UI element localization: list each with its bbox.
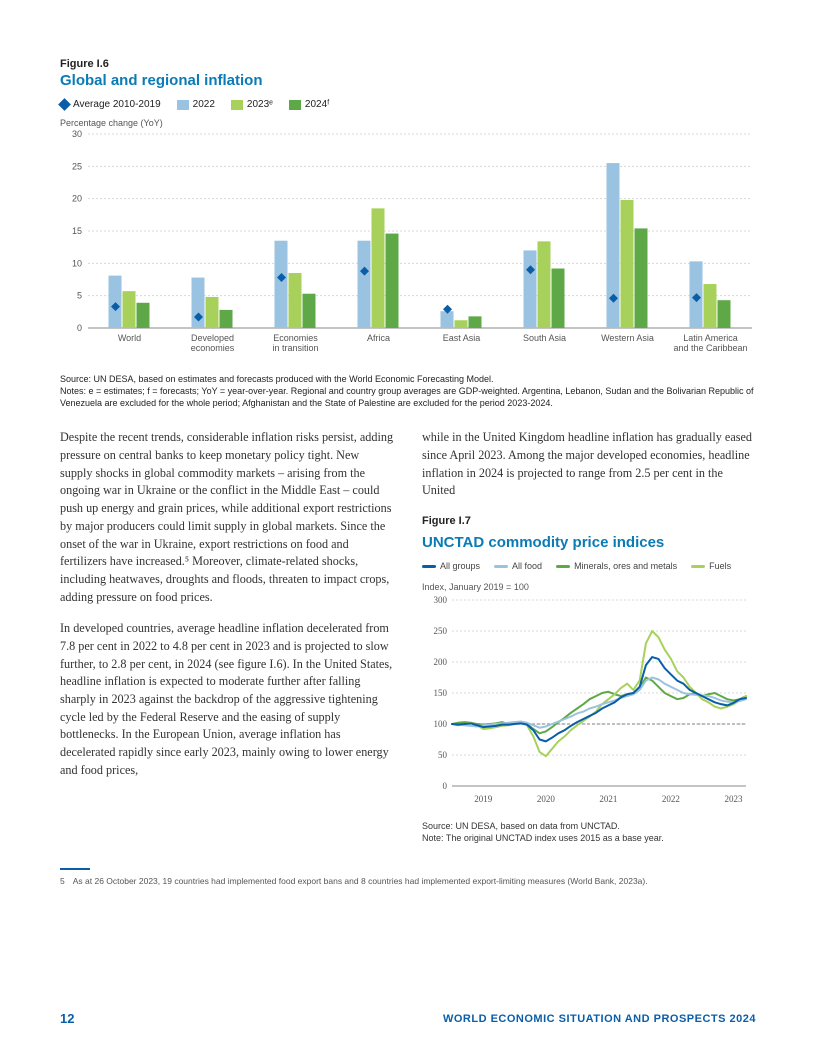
figure-7-note-text: Note: The original UNCTAD index uses 201… xyxy=(422,832,756,844)
page-number: 12 xyxy=(60,1011,74,1026)
svg-text:2023: 2023 xyxy=(724,794,743,804)
figure-6-source-text: Source: UN DESA, based on estimates and … xyxy=(60,374,494,384)
svg-text:2021: 2021 xyxy=(599,794,617,804)
legend-avg: Average 2010-2019 xyxy=(60,99,161,110)
svg-text:15: 15 xyxy=(72,226,82,236)
line-swatch-fuels xyxy=(691,565,705,568)
svg-text:0: 0 xyxy=(443,781,448,791)
right-column: while in the United Kingdom headline inf… xyxy=(422,429,756,844)
figure-6: Figure I.6 Global and regional inflation… xyxy=(60,58,756,409)
legend-minerals-label: Minerals, ores and metals xyxy=(574,560,677,573)
left-column: Despite the recent trends, considerable … xyxy=(60,429,394,844)
figure-6-chart: 0 5 10 15 20 25 30 World Developedeconomies Econo… xyxy=(60,130,756,360)
legend-2024-label: 2024ᶠ xyxy=(305,99,330,110)
footnote-rule xyxy=(60,868,90,870)
svg-text:25: 25 xyxy=(72,161,82,171)
figure-7-legend: All groups All food Minerals, ores and m… xyxy=(422,560,756,573)
svg-text:economies: economies xyxy=(191,343,235,353)
legend-2023-label: 2023ᵉ xyxy=(247,99,273,110)
svg-text:in transition: in transition xyxy=(272,343,318,353)
figure-7-chart: 0 50 100 150 200 250 300 2019 2020 2021 2022 2023 xyxy=(422,596,752,806)
legend-2022: 2022 xyxy=(177,99,215,110)
legend-all-groups-label: All groups xyxy=(440,560,480,573)
svg-text:150: 150 xyxy=(434,688,448,698)
svg-text:200: 200 xyxy=(434,657,448,667)
svg-text:Western Asia: Western Asia xyxy=(601,333,654,343)
svg-text:10: 10 xyxy=(72,258,82,268)
line-swatch-all-food xyxy=(494,565,508,568)
diamond-icon xyxy=(58,98,71,111)
svg-text:South Asia: South Asia xyxy=(523,333,566,343)
svg-text:and the Caribbean: and the Caribbean xyxy=(673,343,747,353)
figure-6-title: Global and regional inflation xyxy=(60,72,756,89)
legend-2022-label: 2022 xyxy=(193,99,215,110)
legend-2024: 2024ᶠ xyxy=(289,99,330,110)
legend-all-food: All food xyxy=(494,560,542,573)
svg-text:East Asia: East Asia xyxy=(443,333,481,343)
svg-text:Developed: Developed xyxy=(191,333,234,343)
figure-6-source: Source: UN DESA, based on estimates and … xyxy=(60,373,756,409)
para-1: Despite the recent trends, considerable … xyxy=(60,429,394,606)
svg-text:2022: 2022 xyxy=(662,794,680,804)
figure-7-label: Figure I.7 xyxy=(422,514,756,530)
body-columns: Despite the recent trends, considerable … xyxy=(60,429,756,844)
legend-2023: 2023ᵉ xyxy=(231,99,273,110)
para-3: while in the United Kingdom headline inf… xyxy=(422,429,756,500)
svg-text:2019: 2019 xyxy=(474,794,493,804)
svg-text:Latin America: Latin America xyxy=(683,333,738,343)
footnote-text: As at 26 October 2023, 19 countries had … xyxy=(73,876,648,886)
swatch-2022 xyxy=(177,100,189,110)
svg-text:50: 50 xyxy=(438,750,448,760)
legend-fuels: Fuels xyxy=(691,560,731,573)
swatch-2023 xyxy=(231,100,243,110)
figure-6-axis-title: Percentage change (YoY) xyxy=(60,118,756,128)
page-footer: 12 WORLD ECONOMIC SITUATION AND PROSPECT… xyxy=(60,1011,756,1026)
legend-all-groups: All groups xyxy=(422,560,480,573)
para-2: In developed countries, average headline… xyxy=(60,620,394,779)
svg-text:0: 0 xyxy=(77,323,82,333)
line-swatch-minerals xyxy=(556,565,570,568)
svg-text:100: 100 xyxy=(434,719,448,729)
figure-6-label: Figure I.6 xyxy=(60,58,756,70)
svg-text:2020: 2020 xyxy=(537,794,556,804)
svg-text:300: 300 xyxy=(434,596,448,605)
svg-text:Africa: Africa xyxy=(367,333,390,343)
legend-avg-label: Average 2010-2019 xyxy=(73,99,161,110)
svg-text:Economies: Economies xyxy=(273,333,318,343)
legend-fuels-label: Fuels xyxy=(709,560,731,573)
figure-7-notes: Source: UN DESA, based on data from UNCT… xyxy=(422,820,756,844)
figure-7-title: UNCTAD commodity price indices xyxy=(422,532,756,554)
line-swatch-all-groups xyxy=(422,565,436,568)
svg-text:30: 30 xyxy=(72,130,82,139)
svg-text:250: 250 xyxy=(434,626,448,636)
document-title: WORLD ECONOMIC SITUATION AND PROSPECTS 2… xyxy=(443,1013,756,1025)
figure-7: Figure I.7 UNCTAD commodity price indice… xyxy=(422,514,756,844)
swatch-2024 xyxy=(289,100,301,110)
figure-7-source-text: Source: UN DESA, based on data from UNCT… xyxy=(422,820,756,832)
legend-minerals: Minerals, ores and metals xyxy=(556,560,677,573)
svg-text:World: World xyxy=(118,333,141,343)
figure-7-axis-title: Index, January 2019 = 100 xyxy=(422,581,756,594)
legend-all-food-label: All food xyxy=(512,560,542,573)
svg-text:20: 20 xyxy=(72,194,82,204)
footnote: 5 As at 26 October 2023, 19 countries ha… xyxy=(60,876,756,886)
figure-6-legend: Average 2010-2019 2022 2023ᵉ 2024ᶠ xyxy=(60,99,756,110)
svg-text:5: 5 xyxy=(77,291,82,301)
footnote-num: 5 xyxy=(60,876,65,886)
figure-6-notes-text: Notes: e = estimates; f = forecasts; YoY… xyxy=(60,385,756,409)
